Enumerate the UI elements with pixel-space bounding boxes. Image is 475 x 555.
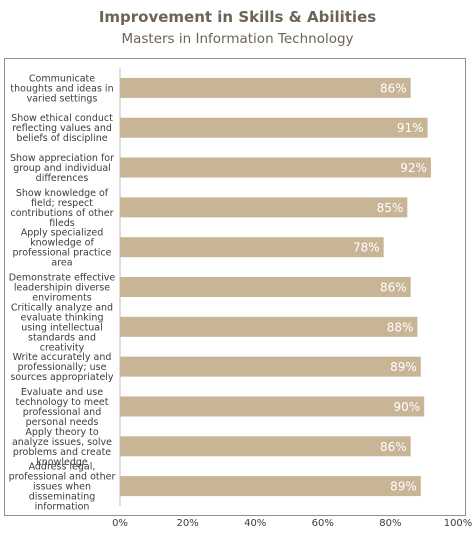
- category-label: Critically analyze and evaluate thinking u…: [11, 302, 113, 353]
- bar: [120, 436, 411, 457]
- bar: [120, 396, 425, 417]
- category-label: Apply theory to analyze issues, solve prob…: [12, 427, 112, 468]
- x-tick-label: 80%: [379, 518, 401, 529]
- bar: [120, 197, 408, 218]
- data-label: 90%: [394, 400, 421, 414]
- data-label: 89%: [390, 360, 417, 374]
- category-label: Show knowledge of field; respect contribut…: [10, 188, 113, 229]
- category-label: Address legal, professional and other issu…: [9, 462, 116, 513]
- category-label: Communicate thoughts and ideas in varied s…: [10, 73, 113, 104]
- data-label: 86%: [380, 440, 407, 454]
- x-tick-label: 40%: [244, 518, 266, 529]
- data-label: 85%: [377, 201, 404, 215]
- category-label: Show ethical conduct reflecting values an…: [11, 113, 113, 144]
- category-label: Write accurately and professionally; use s…: [10, 352, 114, 383]
- chart-subtitle: Masters in Information Technology: [121, 31, 354, 47]
- bar: [120, 77, 411, 98]
- x-tick-label: 60%: [312, 518, 334, 529]
- x-tick-label: 0%: [112, 518, 128, 529]
- chart-title: Improvement in Skills & Abilities: [98, 8, 377, 26]
- data-label: 89%: [390, 480, 417, 494]
- category-label: Demonstrate effective leadershipin divers…: [9, 273, 116, 304]
- category-label: Apply specialized knowledge of professiona…: [13, 228, 112, 269]
- bar: [120, 316, 418, 337]
- data-label: 86%: [380, 281, 407, 295]
- bar: [120, 476, 421, 497]
- bar: [120, 237, 384, 258]
- data-label: 92%: [400, 161, 427, 175]
- data-label: 91%: [397, 121, 424, 135]
- category-label: Evaluate and use technology to meet profes…: [16, 387, 109, 428]
- x-tick-label: 100%: [444, 518, 473, 529]
- plot-frame: [4, 58, 466, 516]
- bar: [120, 157, 431, 178]
- bar: [120, 117, 428, 138]
- bar: [120, 277, 411, 297]
- x-tick-label: 20%: [176, 518, 198, 529]
- bar: [120, 356, 421, 377]
- data-label: 78%: [353, 241, 380, 255]
- category-label: Show appreciation for group and individua…: [10, 153, 114, 184]
- data-label: 86%: [380, 81, 407, 95]
- data-label: 88%: [387, 320, 414, 334]
